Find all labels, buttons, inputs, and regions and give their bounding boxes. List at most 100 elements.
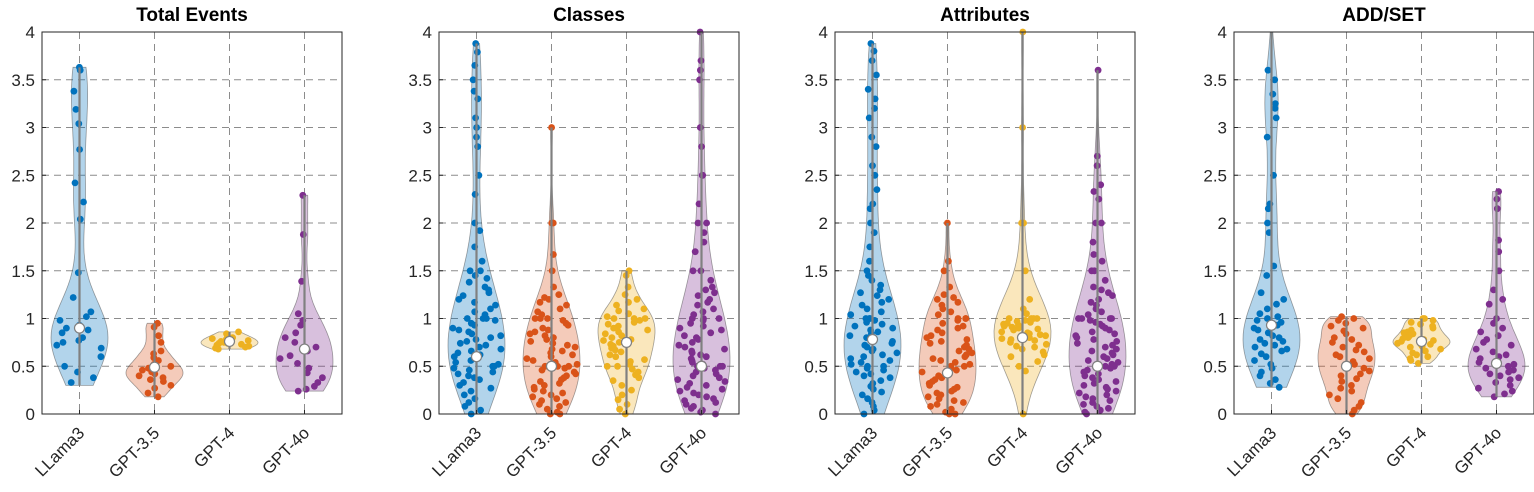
data-point xyxy=(852,368,860,376)
data-point xyxy=(865,272,872,279)
data-point xyxy=(449,324,457,332)
data-point xyxy=(960,362,968,370)
data-point xyxy=(556,380,563,387)
data-point xyxy=(603,313,611,320)
data-point xyxy=(527,338,535,345)
data-point xyxy=(955,347,963,355)
data-point xyxy=(1251,343,1259,351)
x-tick-label: GPT-4o xyxy=(258,423,313,478)
data-point xyxy=(614,396,622,404)
data-point xyxy=(715,315,723,322)
data-point xyxy=(1339,343,1347,351)
data-point xyxy=(544,326,552,334)
data-point xyxy=(857,359,865,366)
data-point xyxy=(886,357,894,364)
data-point xyxy=(1087,298,1095,306)
data-point xyxy=(537,315,544,322)
data-point xyxy=(1404,334,1412,341)
y-tick-label: 2 xyxy=(423,214,432,233)
data-point xyxy=(1508,387,1516,395)
data-point xyxy=(80,198,87,206)
data-point xyxy=(1023,310,1030,318)
data-point xyxy=(1102,362,1109,370)
data-point xyxy=(1015,362,1023,370)
x-tick-label: GPT-3.5 xyxy=(105,423,163,481)
data-point xyxy=(1042,332,1049,340)
data-point xyxy=(1263,305,1271,313)
data-point xyxy=(703,393,710,401)
data-point xyxy=(1000,322,1008,330)
data-point xyxy=(615,339,623,346)
data-point xyxy=(1475,359,1483,366)
data-point xyxy=(1489,348,1497,356)
data-point xyxy=(67,379,75,386)
data-point xyxy=(531,315,539,322)
data-point xyxy=(636,317,644,324)
data-point xyxy=(858,391,866,399)
data-point xyxy=(491,317,499,324)
data-point xyxy=(641,356,648,363)
data-point xyxy=(1253,317,1261,324)
data-point xyxy=(147,376,154,383)
data-point xyxy=(1335,317,1342,324)
y-tick-label: 0.5 xyxy=(11,357,35,376)
subplot-3: 0 0.5 1 1.5 2 2.5 3 3.5 4 LLama3 GPT-3.5 GPT-4 GPT-4… xyxy=(804,5,1136,482)
data-point xyxy=(477,406,484,414)
data-point xyxy=(529,357,537,364)
x-tick-label: GPT-4o xyxy=(1051,423,1106,478)
data-point xyxy=(476,376,483,383)
data-point xyxy=(937,357,945,364)
data-point xyxy=(704,298,712,306)
data-point xyxy=(961,353,969,361)
y-tick-label: 3.5 xyxy=(1203,71,1227,90)
subplot-title: Attributes xyxy=(940,5,1030,26)
data-point xyxy=(157,347,165,355)
data-point xyxy=(312,343,320,351)
data-point xyxy=(1112,378,1120,385)
data-point xyxy=(452,359,460,366)
data-point xyxy=(1082,393,1090,401)
data-point xyxy=(1031,343,1038,351)
data-point xyxy=(1274,313,1282,320)
data-point xyxy=(1257,289,1265,297)
y-tick-label: 1.5 xyxy=(804,262,828,281)
data-point xyxy=(1360,364,1368,372)
data-point xyxy=(644,326,651,334)
data-point xyxy=(167,382,175,389)
data-point xyxy=(702,382,710,389)
data-point xyxy=(1090,251,1098,258)
data-point xyxy=(939,319,947,327)
data-point xyxy=(1490,286,1497,294)
data-point xyxy=(1336,353,1344,361)
data-point xyxy=(87,308,95,316)
data-point xyxy=(940,291,948,298)
data-point xyxy=(604,320,612,328)
data-point xyxy=(1338,378,1346,385)
data-point xyxy=(1106,397,1114,404)
data-point xyxy=(1091,267,1098,275)
data-point xyxy=(927,403,934,410)
median-marker xyxy=(1415,335,1428,348)
data-point xyxy=(681,332,688,340)
data-point xyxy=(873,292,881,299)
data-point xyxy=(469,76,477,84)
data-point xyxy=(90,374,97,382)
data-point xyxy=(1101,276,1109,284)
subplot-1: 0 0.5 1 1.5 2 2.5 3 3.5 4 LLama3 GPT-3.5 GPT-4 GPT-4… xyxy=(11,5,343,482)
y-tick-label: 1 xyxy=(819,310,828,329)
data-point xyxy=(893,349,901,357)
data-point xyxy=(1106,326,1113,334)
data-point xyxy=(564,321,572,329)
data-point xyxy=(466,267,474,275)
data-point xyxy=(1271,76,1279,84)
data-point xyxy=(933,296,941,303)
data-point xyxy=(1080,382,1088,389)
data-point xyxy=(694,336,702,343)
data-point xyxy=(1271,376,1279,383)
data-point xyxy=(606,351,614,359)
data-point xyxy=(553,395,561,403)
data-point xyxy=(687,319,694,327)
data-point xyxy=(1073,334,1081,341)
data-point xyxy=(69,294,77,301)
